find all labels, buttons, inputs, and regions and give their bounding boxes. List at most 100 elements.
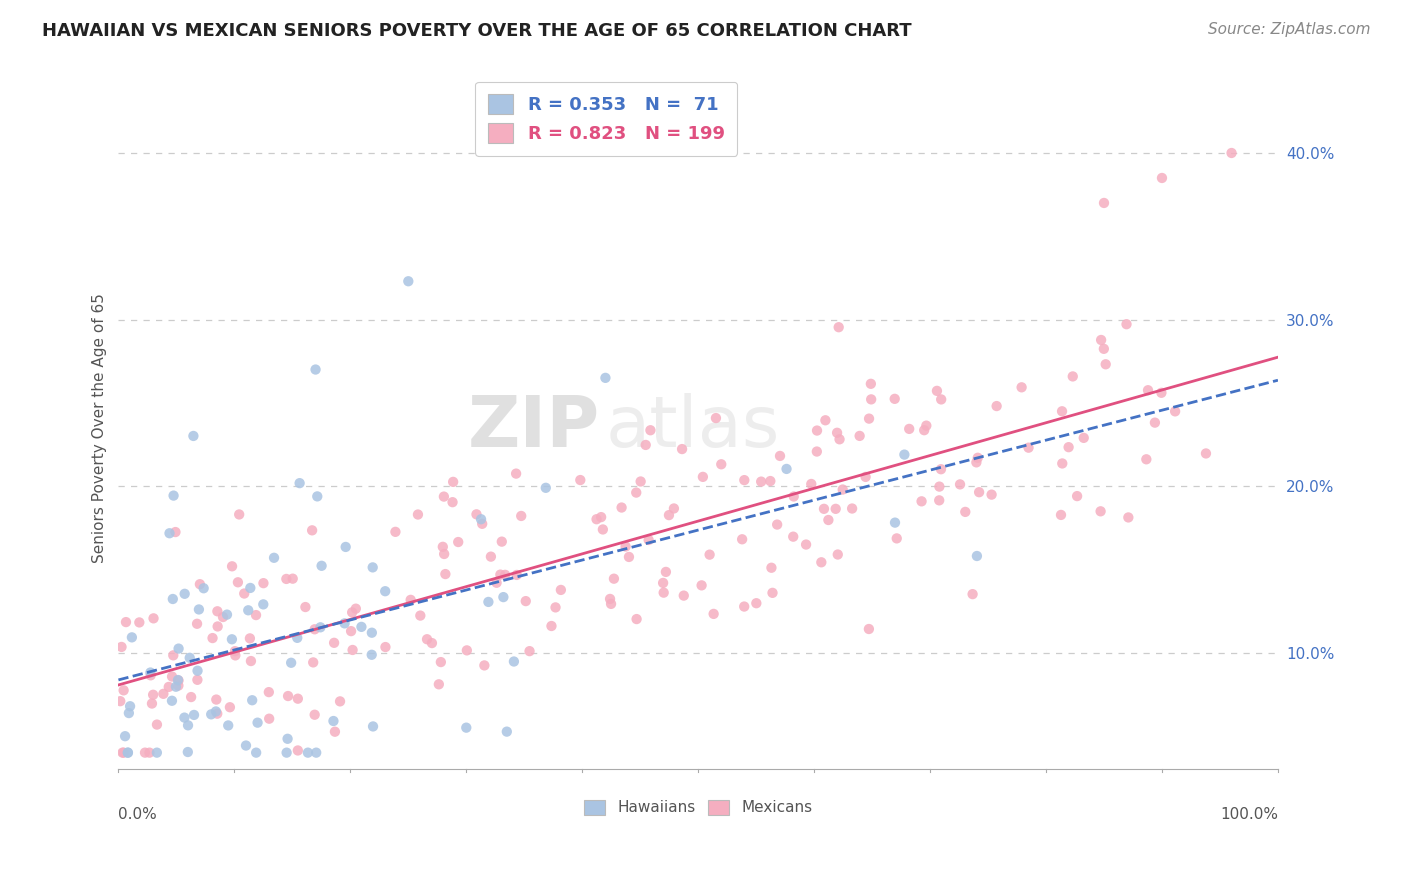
Point	[406, 508, 429, 522]
Point	[1092, 342, 1115, 356]
Point	[699, 548, 721, 562]
Point	[205, 692, 228, 706]
Point	[1135, 452, 1157, 467]
Point	[374, 640, 396, 654]
Point	[652, 585, 675, 599]
Point	[759, 474, 782, 488]
Point	[603, 572, 626, 586]
Point	[710, 458, 733, 472]
Point	[226, 575, 249, 590]
Point	[152, 687, 174, 701]
Point	[733, 599, 755, 614]
Point	[775, 462, 797, 476]
Point	[848, 429, 870, 443]
Point	[183, 707, 205, 722]
Point	[1050, 508, 1073, 522]
Point	[162, 648, 184, 663]
Point	[228, 508, 250, 522]
Point	[515, 594, 537, 608]
Point	[281, 572, 304, 586]
Point	[294, 600, 316, 615]
Point	[828, 432, 851, 446]
Point	[183, 429, 205, 443]
Point	[160, 669, 183, 683]
Point	[733, 473, 755, 487]
Point	[510, 508, 533, 523]
Point	[626, 612, 648, 626]
Point	[1050, 404, 1073, 418]
Point	[427, 677, 450, 691]
Point	[893, 448, 915, 462]
Point	[858, 622, 880, 636]
Point	[614, 540, 637, 554]
Point	[810, 555, 832, 569]
Point	[233, 586, 256, 600]
Point	[519, 644, 541, 658]
Point	[239, 632, 262, 646]
Point	[360, 648, 382, 662]
Point	[600, 597, 623, 611]
Point	[540, 619, 562, 633]
Point	[824, 501, 846, 516]
Point	[766, 517, 789, 532]
Point	[986, 399, 1008, 413]
Point	[173, 587, 195, 601]
Point	[177, 745, 200, 759]
Point	[302, 656, 325, 670]
Point	[215, 607, 238, 622]
Point	[112, 683, 135, 698]
Point	[285, 631, 308, 645]
Point	[928, 480, 950, 494]
Point	[883, 392, 905, 406]
Point	[420, 636, 443, 650]
Point	[447, 535, 470, 549]
Point	[855, 470, 877, 484]
Point	[1150, 385, 1173, 400]
Point	[479, 549, 502, 564]
Point	[745, 596, 768, 610]
Point	[323, 636, 346, 650]
Point	[187, 602, 209, 616]
Point	[544, 600, 567, 615]
Point	[311, 558, 333, 573]
Point	[186, 673, 208, 687]
Point	[884, 516, 907, 530]
Point	[110, 640, 132, 654]
Point	[910, 494, 932, 508]
Point	[550, 582, 572, 597]
Point	[200, 707, 222, 722]
Point	[159, 526, 181, 541]
Point	[117, 746, 139, 760]
Point	[794, 537, 817, 551]
Point	[180, 690, 202, 704]
Point	[112, 746, 135, 760]
Point	[1066, 489, 1088, 503]
Point	[141, 697, 163, 711]
Point	[277, 689, 299, 703]
Point	[595, 371, 617, 385]
Point	[167, 641, 190, 656]
Point	[731, 533, 754, 547]
Point	[409, 608, 432, 623]
Point	[224, 648, 246, 663]
Point	[495, 724, 517, 739]
Point	[146, 746, 169, 760]
Point	[671, 442, 693, 456]
Point	[626, 485, 648, 500]
Text: atlas: atlas	[606, 393, 780, 462]
Point	[806, 424, 828, 438]
Point	[246, 715, 269, 730]
Point	[287, 743, 309, 757]
Point	[219, 700, 242, 714]
Point	[782, 530, 804, 544]
Point	[662, 501, 685, 516]
Point	[492, 590, 515, 604]
Point	[288, 476, 311, 491]
Point	[309, 620, 332, 634]
Point	[186, 616, 208, 631]
Point	[860, 392, 883, 407]
Point	[672, 589, 695, 603]
Point	[928, 493, 950, 508]
Point	[329, 694, 352, 708]
Point	[769, 449, 792, 463]
